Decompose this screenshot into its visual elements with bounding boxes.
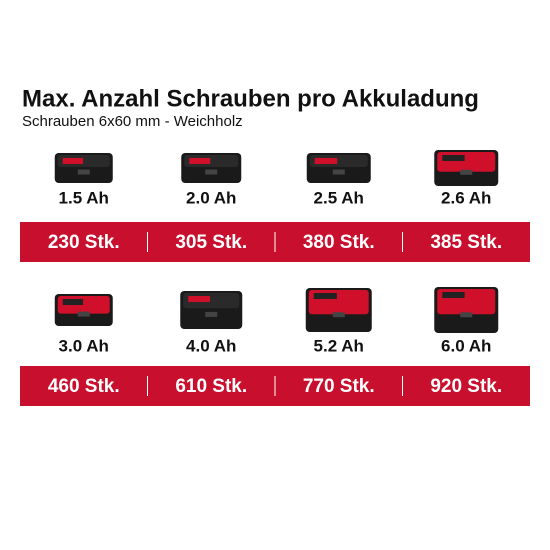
capacity-label: 4.0 Ah — [186, 336, 236, 355]
battery-label — [62, 299, 84, 305]
battery-label — [442, 292, 465, 298]
battery-icon — [180, 291, 243, 329]
capacity-label: 1.5 Ah — [59, 188, 109, 207]
count-label: 920 Stk. — [430, 376, 502, 397]
battery-latch — [332, 312, 345, 318]
battery-label — [442, 155, 465, 161]
capacity-label: 5.2 Ah — [314, 336, 364, 355]
battery-icon — [181, 153, 242, 183]
title: Max. Anzahl Schrauben pro Akkuladung — [22, 85, 479, 112]
battery-latch — [77, 311, 90, 317]
battery-label — [314, 158, 338, 164]
battery-label — [62, 158, 84, 164]
count-label: 460 Stk. — [48, 376, 120, 397]
capacity-label: 2.5 Ah — [314, 188, 364, 207]
count-label: 385 Stk. — [430, 232, 502, 253]
count-label: 770 Stk. — [303, 376, 375, 397]
count-label: 305 Stk. — [175, 232, 247, 253]
battery-icon — [54, 294, 113, 326]
capacity-label: 6.0 Ah — [441, 336, 491, 355]
battery-latch — [205, 169, 218, 175]
count-label: 380 Stk. — [303, 232, 375, 253]
battery-icon — [306, 153, 371, 183]
battery-latch — [205, 311, 218, 317]
battery-label — [188, 296, 210, 302]
subtitle: Schrauben 6x60 mm - Weichholz — [22, 113, 243, 130]
capacity-label: 3.0 Ah — [59, 336, 109, 355]
battery-icon — [434, 150, 499, 186]
battery-latch — [77, 169, 90, 175]
battery-top — [437, 152, 496, 172]
capacity-label: 2.0 Ah — [186, 188, 236, 207]
battery-label — [189, 158, 211, 164]
battery-icon — [54, 153, 113, 183]
count-label: 610 Stk. — [175, 376, 247, 397]
battery-icon — [434, 287, 499, 333]
battery-label — [313, 293, 337, 299]
battery-latch — [460, 312, 473, 318]
count-label: 230 Stk. — [48, 232, 120, 253]
battery-icon — [305, 288, 372, 332]
battery-latch — [332, 169, 345, 175]
battery-latch — [460, 169, 473, 175]
capacity-label: 2.6 Ah — [441, 188, 491, 207]
